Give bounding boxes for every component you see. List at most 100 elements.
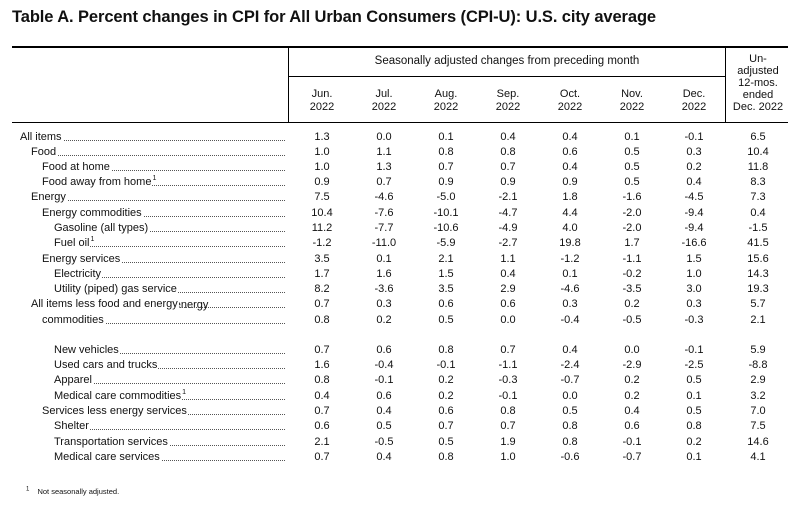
row-label-leader: Gasoline (all types) [54,221,285,235]
monthly-value: 1.7 [624,237,640,249]
monthly-value: 0.1 [624,131,640,143]
unadjusted-line: 12-mos. [738,77,778,89]
monthly-value: 0.9 [500,176,516,188]
monthly-value: 0.4 [562,161,578,173]
row-label-leader: Shelter [54,419,285,433]
monthly-value: -0.2 [622,268,642,280]
unadjusted-value: 5.9 [750,344,766,356]
month-label: Dec. [682,88,706,100]
unadjusted-value: 41.5 [747,237,769,249]
table-row: Food at home 1.0 1.3 0.7 0.7 0.4 0.5 0.2 11.8 [0,160,800,174]
month-header: Oct. 2022 [540,88,600,114]
row-label-leader: Medical care commodities1 [54,389,285,403]
footnote-ref: 1 [90,236,95,244]
monthly-value: 0.6 [500,298,516,310]
monthly-value: -0.3 [684,314,704,326]
header-bottom-rule [12,122,788,123]
span-underline [289,76,725,77]
monthly-value: 0.5 [624,176,640,188]
monthly-value: 0.1 [376,253,392,265]
monthly-value: 3.0 [686,283,702,295]
monthly-value: -5.9 [436,237,456,249]
monthly-value: -0.1 [498,390,518,402]
monthly-value: 0.2 [624,390,640,402]
unadjusted-value: 2.1 [750,314,766,326]
row-label: Medical care commodities [54,390,183,402]
monthly-value: 0.1 [438,131,454,143]
table-row: Gasoline (all types) 11.2 -7.7 -10.6 -4.9 4.0… [0,221,800,235]
unadjusted-value: 7.5 [750,420,766,432]
monthly-value: -4.6 [560,283,580,295]
month-label: Jul. [375,88,393,100]
row-label: Energy commodities [42,207,143,219]
monthly-value: 0.6 [314,420,330,432]
monthly-value: -4.5 [684,191,704,203]
row-label-leader: Medical care services [54,450,285,464]
footnote-text: Not seasonally adjusted. [37,487,120,496]
monthly-value: 7.5 [314,191,330,203]
footnote: 1 Not seasonally adjusted. [26,487,120,497]
unadjusted-line: Dec. 2022 [732,101,784,113]
monthly-value: 0.9 [438,176,454,188]
month-header: Dec. 2022 [664,88,724,114]
monthly-value: 0.2 [438,390,454,402]
monthly-value: 3.5 [438,283,454,295]
table-row: Transportation services 2.1 -0.5 0.5 1.9 0.8 -… [0,435,800,449]
monthly-value: 0.5 [438,436,454,448]
monthly-value: -7.7 [374,222,394,234]
monthly-value: 0.4 [624,405,640,417]
monthly-value: -0.6 [560,451,580,463]
unadjusted-value: 6.5 [750,131,766,143]
monthly-value: -16.6 [681,237,707,249]
monthly-value: 0.3 [686,298,702,310]
row-label: Energy services [42,253,122,265]
unadjusted-value: 14.3 [747,268,769,280]
monthly-value: 0.0 [624,344,640,356]
monthly-value: 0.4 [562,131,578,143]
row-label-leader: New vehicles [54,343,285,357]
table-row: New vehicles 0.7 0.6 0.8 0.7 0.4 0.0 -0.1 5.9 [0,343,800,357]
monthly-value: -2.9 [622,359,642,371]
monthly-value: 0.6 [376,390,392,402]
monthly-value: 0.5 [376,420,392,432]
row-label-leader: Food [31,145,285,159]
monthly-value: 0.5 [624,146,640,158]
monthly-value: -1.6 [622,191,642,203]
monthly-value: 1.6 [314,359,330,371]
row-label-leader: Food away from home1 [42,175,285,189]
monthly-value: 0.7 [500,420,516,432]
table-row: Food away from home1 0.9 0.7 0.9 0.9 0.9 0.5 0.… [0,175,800,189]
month-header: Nov. 2022 [602,88,662,114]
monthly-value: -9.4 [684,207,704,219]
monthly-value: -11.0 [371,237,397,249]
unadjusted-value: 7.3 [750,191,766,203]
top-rule [12,46,788,48]
monthly-value: 0.7 [500,344,516,356]
table-row: Energy commodities 10.4 -7.6 -10.1 -4.7 4.4 -2… [0,206,800,220]
monthly-value: 1.5 [438,268,454,280]
monthly-value: 0.5 [562,405,578,417]
monthly-value: 0.8 [438,344,454,356]
monthly-value: 0.0 [376,131,392,143]
table-row: Services less energy services 0.7 0.4 0.6 0.… [0,404,800,418]
monthly-value: 0.3 [562,298,578,310]
unadjusted-value: -1.5 [748,222,768,234]
year-label: 2022 [433,101,459,113]
monthly-value: 10.4 [311,207,333,219]
monthly-value: 0.2 [624,298,640,310]
monthly-value: -4.9 [498,222,518,234]
row-label-leader: Apparel [54,373,285,387]
row-label-leader: Services less energy services [42,404,285,418]
monthly-value: 0.0 [500,314,516,326]
row-label: Food [31,146,58,158]
footnote-ref: 1 [152,175,157,183]
monthly-value: -1.2 [560,253,580,265]
monthly-value: 0.8 [686,420,702,432]
monthly-value: 0.7 [314,344,330,356]
row-label: Food away from home [42,176,153,188]
monthly-value: -0.5 [374,436,394,448]
monthly-value: -7.6 [374,207,394,219]
monthly-value: 1.3 [314,131,330,143]
monthly-value: -0.7 [622,451,642,463]
month-label: Sep. [496,88,520,100]
